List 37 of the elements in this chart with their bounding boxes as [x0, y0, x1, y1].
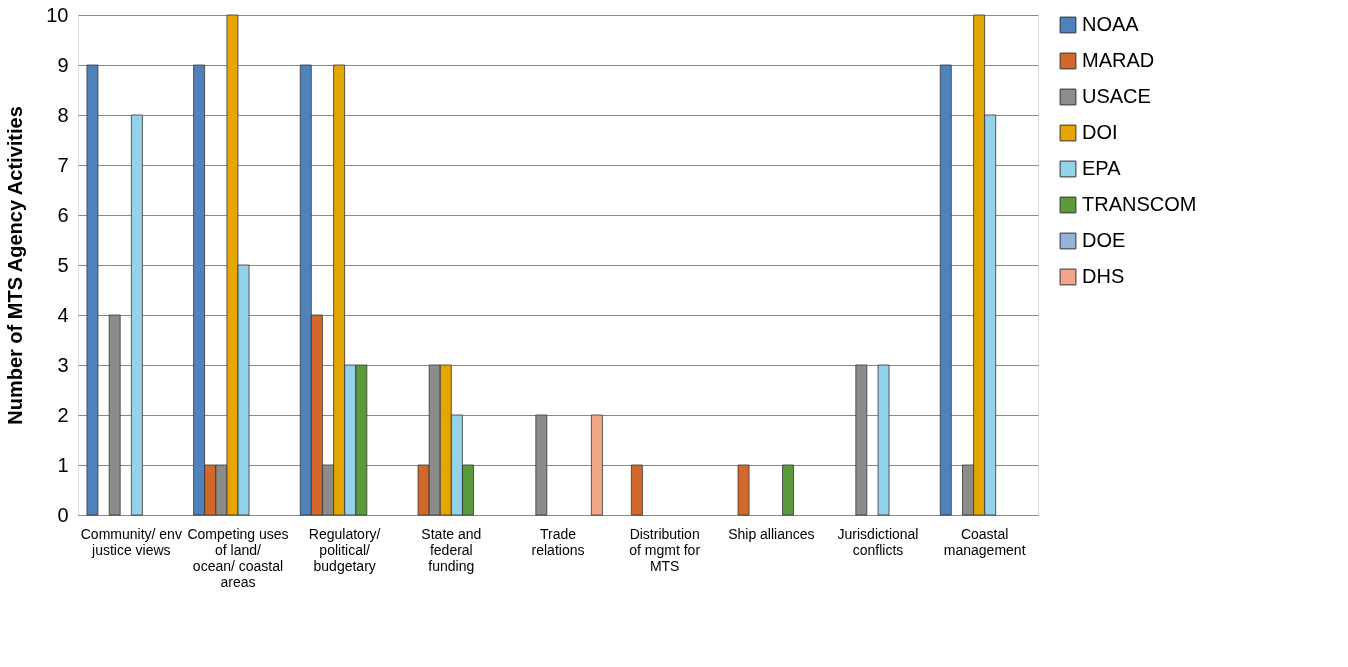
y-tick-label: 9: [57, 53, 69, 76]
y-tick-label: 10: [46, 3, 69, 26]
x-tick-label: Community/ env justice views: [80, 525, 182, 558]
y-tick-label: 7: [57, 153, 69, 176]
legend-label: MARAD: [1082, 49, 1155, 71]
y-tick-label: 5: [57, 253, 69, 276]
y-tick-label: 4: [57, 303, 69, 326]
bar: [939, 64, 952, 516]
x-tick-label: Trade relations: [531, 525, 585, 558]
legend-label: DOE: [1082, 229, 1126, 251]
legend-label: DHS: [1082, 265, 1125, 287]
x-tick-label: State and federal funding: [421, 525, 482, 574]
x-tick-label: Coastal management: [943, 525, 1026, 558]
y-axis-title: Number of MTS Agency Activities: [4, 106, 27, 425]
x-tick-label: Jurisdictional conflicts: [837, 525, 919, 558]
bar: [630, 464, 643, 516]
bar: [130, 114, 143, 516]
y-tick-label: 3: [57, 353, 69, 376]
bar: [877, 364, 890, 516]
y-tick-label: 0: [57, 503, 69, 526]
legend-label: USACE: [1082, 85, 1151, 107]
x-tick-label: Regulatory/ political/ budgetary: [308, 525, 381, 574]
y-tick-label: 2: [57, 403, 69, 426]
x-tick-label: Distribution of mgmt for MTS: [629, 525, 701, 574]
y-tick-label: 8: [57, 103, 69, 126]
legend-label: NOAA: [1082, 13, 1140, 35]
bar: [86, 64, 99, 516]
y-tick-label: 1: [57, 453, 69, 476]
y-tick-label: 6: [57, 203, 69, 226]
bar: [782, 464, 794, 516]
bar: [737, 464, 750, 516]
legend-label: TRANSCOM: [1082, 193, 1197, 215]
legend-label: DOI: [1082, 121, 1118, 143]
legend-label: EPA: [1082, 157, 1122, 179]
x-tick-label: Competing uses of land/ ocean/ coastal areas: [187, 525, 289, 590]
bar: [590, 414, 603, 516]
x-tick-label: Ship alliances: [728, 525, 815, 542]
